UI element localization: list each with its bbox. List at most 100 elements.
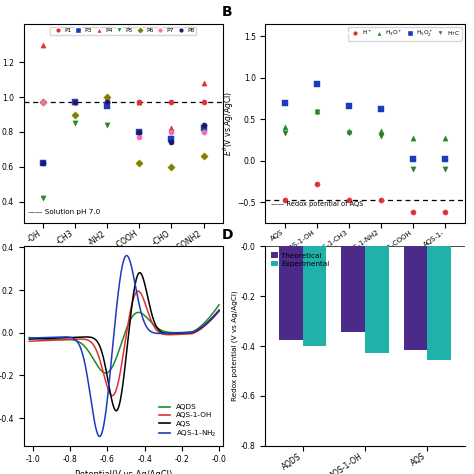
AQS bbox=[27, 336, 32, 342]
Line: AQS: AQS bbox=[29, 273, 219, 411]
Point bbox=[281, 129, 289, 137]
AQS bbox=[46, 336, 52, 341]
Point bbox=[200, 128, 207, 136]
AQS bbox=[175, 330, 181, 336]
Point bbox=[200, 125, 207, 132]
Bar bbox=[279, 246, 303, 340]
Point bbox=[39, 41, 47, 48]
Point bbox=[136, 99, 143, 106]
Point bbox=[313, 180, 320, 188]
AQS-1-NH2 bbox=[124, 253, 129, 258]
Point bbox=[200, 153, 207, 160]
Text: D: D bbox=[222, 228, 233, 242]
AQS-1-OH bbox=[216, 309, 222, 314]
Point bbox=[377, 132, 385, 139]
Point bbox=[103, 99, 111, 106]
Point bbox=[345, 102, 353, 109]
Point bbox=[39, 99, 47, 106]
Point bbox=[39, 194, 47, 202]
Legend: AQDS, AQS-1-OH, AQS, AQS-1-NH$_2$: AQDS, AQS-1-OH, AQS, AQS-1-NH$_2$ bbox=[156, 401, 219, 442]
Point bbox=[71, 99, 79, 106]
Point bbox=[313, 81, 320, 88]
Point bbox=[377, 127, 385, 135]
AQS bbox=[103, 367, 109, 373]
AQDS bbox=[110, 363, 116, 368]
Point bbox=[313, 109, 320, 116]
Point bbox=[71, 111, 79, 118]
Point bbox=[410, 135, 417, 142]
Point bbox=[168, 125, 175, 132]
Point bbox=[168, 128, 175, 136]
Point bbox=[377, 197, 385, 204]
Point bbox=[410, 155, 417, 163]
Bar bbox=[403, 246, 427, 350]
Point bbox=[410, 165, 417, 173]
Point bbox=[136, 128, 143, 136]
AQS-1-NH2 bbox=[175, 330, 181, 336]
Point bbox=[200, 99, 207, 106]
Point bbox=[313, 107, 320, 115]
AQS-1-NH2 bbox=[97, 434, 102, 439]
Y-axis label: $E^{\theta}$(V vs.Ag/AgCl): $E^{\theta}$(V vs.Ag/AgCl) bbox=[221, 91, 236, 156]
AQS bbox=[157, 328, 163, 334]
Point bbox=[39, 99, 47, 106]
Point bbox=[103, 121, 111, 129]
Point bbox=[71, 99, 79, 106]
AQS-1-OH bbox=[46, 337, 52, 343]
Text: —— Solution pH 7.0: —— Solution pH 7.0 bbox=[27, 209, 100, 215]
Line: AQDS: AQDS bbox=[29, 305, 219, 373]
Point bbox=[345, 127, 353, 135]
Point bbox=[200, 121, 207, 129]
Point bbox=[168, 99, 175, 106]
AQS-1-NH2 bbox=[27, 335, 32, 341]
AQDS bbox=[103, 370, 109, 376]
Point bbox=[441, 165, 449, 173]
Point bbox=[103, 99, 111, 106]
AQDS bbox=[27, 335, 32, 340]
AQS-1-NH2 bbox=[110, 340, 116, 346]
Text: B: B bbox=[222, 5, 232, 19]
Point bbox=[200, 79, 207, 87]
AQS-1-OH bbox=[103, 380, 109, 385]
Point bbox=[136, 128, 143, 136]
AQDS bbox=[157, 327, 163, 332]
Point bbox=[281, 99, 289, 106]
AQDS bbox=[46, 337, 52, 342]
Legend: Theoretical, Experimental: Theoretical, Experimental bbox=[269, 250, 332, 269]
Point bbox=[71, 99, 79, 106]
AQS-1-OH bbox=[178, 331, 184, 337]
Point bbox=[103, 93, 111, 101]
AQDS bbox=[216, 302, 222, 308]
AQS-1-NH2 bbox=[46, 335, 52, 340]
Point bbox=[281, 124, 289, 131]
AQS bbox=[178, 330, 184, 336]
Point bbox=[71, 119, 79, 127]
Point bbox=[71, 99, 79, 106]
Point bbox=[168, 139, 175, 146]
Point bbox=[441, 135, 449, 142]
AQS bbox=[113, 408, 119, 414]
Point bbox=[168, 163, 175, 171]
Text: —— Redox potential of AQS: —— Redox potential of AQS bbox=[272, 201, 364, 207]
Point bbox=[200, 128, 207, 136]
AQS-1-OH bbox=[135, 288, 141, 294]
AQS-1-NH2 bbox=[178, 330, 184, 336]
Point bbox=[441, 155, 449, 163]
Point bbox=[345, 197, 353, 204]
AQDS bbox=[174, 330, 180, 336]
Point bbox=[136, 133, 143, 141]
Point bbox=[168, 128, 175, 136]
AQS-1-OH bbox=[109, 393, 115, 399]
Bar bbox=[427, 246, 451, 360]
AQS-1-OH bbox=[27, 338, 32, 344]
Point bbox=[71, 99, 79, 106]
Point bbox=[103, 93, 111, 101]
Point bbox=[136, 160, 143, 167]
Point bbox=[103, 102, 111, 109]
Point bbox=[377, 105, 385, 113]
Point bbox=[281, 197, 289, 204]
Line: AQS-1-NH2: AQS-1-NH2 bbox=[29, 255, 219, 437]
AQDS bbox=[103, 370, 109, 376]
Point bbox=[103, 99, 111, 106]
Point bbox=[39, 160, 47, 167]
